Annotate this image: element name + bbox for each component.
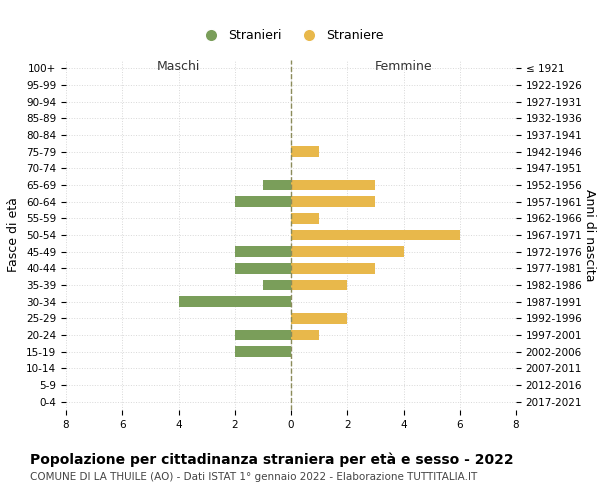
Bar	[263, 180, 291, 190]
Bar	[291, 280, 347, 290]
Y-axis label: Fasce di età: Fasce di età	[7, 198, 20, 272]
Text: Maschi: Maschi	[157, 60, 200, 73]
Y-axis label: Anni di nascita: Anni di nascita	[583, 188, 596, 281]
Bar	[291, 246, 404, 257]
Bar	[235, 330, 291, 340]
Bar	[291, 196, 376, 207]
Bar	[291, 230, 460, 240]
Text: Femmine: Femmine	[374, 60, 433, 73]
Bar	[235, 196, 291, 207]
Legend: Stranieri, Straniere: Stranieri, Straniere	[193, 24, 389, 47]
Bar	[235, 246, 291, 257]
Text: Popolazione per cittadinanza straniera per età e sesso - 2022: Popolazione per cittadinanza straniera p…	[30, 452, 514, 467]
Bar	[291, 180, 376, 190]
Bar	[291, 313, 347, 324]
Bar	[263, 280, 291, 290]
Text: COMUNE DI LA THUILE (AO) - Dati ISTAT 1° gennaio 2022 - Elaborazione TUTTITALIA.: COMUNE DI LA THUILE (AO) - Dati ISTAT 1°…	[30, 472, 477, 482]
Bar	[291, 263, 376, 274]
Bar	[235, 346, 291, 357]
Bar	[291, 146, 319, 157]
Bar	[179, 296, 291, 307]
Bar	[235, 263, 291, 274]
Bar	[291, 330, 319, 340]
Bar	[291, 213, 319, 224]
